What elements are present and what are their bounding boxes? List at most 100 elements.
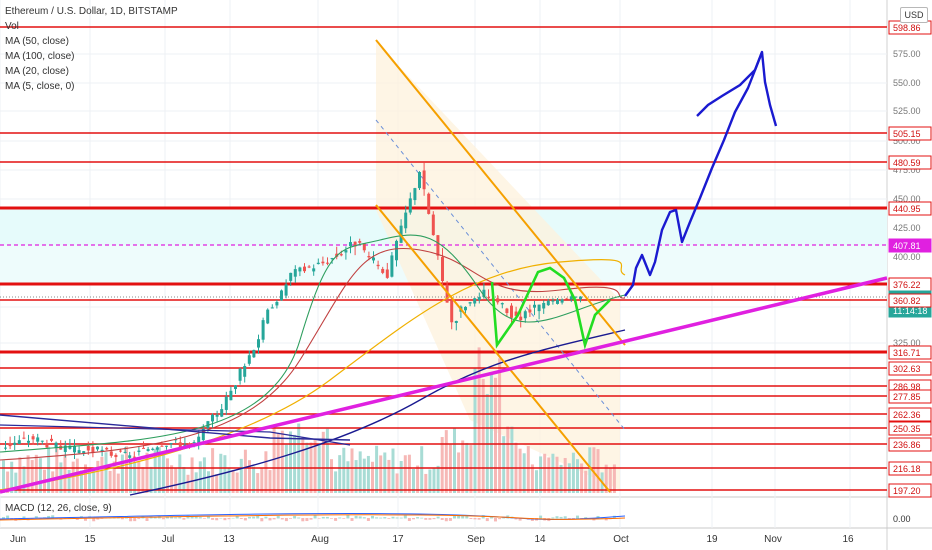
macd-bar	[391, 516, 395, 519]
candle-body	[224, 396, 228, 410]
macd-bar	[453, 515, 456, 519]
candle-body	[413, 188, 417, 201]
price-badge	[888, 407, 932, 422]
candle-body	[13, 442, 17, 445]
candle-body	[344, 250, 348, 253]
macd-bar	[424, 518, 428, 520]
volume-bar	[584, 470, 588, 493]
candle-body	[178, 442, 182, 448]
macd-bar	[448, 518, 452, 521]
volume-bar	[157, 447, 161, 493]
candle-body	[293, 269, 297, 277]
legend-item-ma100[interactable]: MA (100, close)	[5, 51, 75, 62]
candle-body	[556, 299, 559, 304]
price-badge-label: 480.59	[893, 158, 921, 168]
candle-body	[436, 235, 440, 256]
volume-bar	[256, 473, 260, 493]
legend-item-vol[interactable]: Vol	[5, 21, 19, 32]
candle-body	[280, 290, 283, 301]
candle-body	[349, 242, 352, 247]
volume-bar	[120, 454, 124, 493]
macd-bar	[305, 518, 309, 522]
candle-body	[234, 385, 237, 390]
volume-bar	[207, 471, 210, 493]
macd-bar	[387, 518, 391, 519]
price-badge-label: 598.86	[893, 23, 921, 33]
candle-body	[450, 300, 454, 323]
macd-bar	[239, 518, 243, 520]
volume-bar	[379, 455, 383, 493]
candle-body	[252, 349, 256, 358]
candle-body	[188, 443, 191, 445]
macd-bar	[477, 518, 481, 520]
macd-histogram	[2, 515, 616, 522]
candle-body	[201, 428, 205, 441]
macd-bar	[256, 515, 260, 519]
macd-bar	[248, 516, 251, 519]
legend-item-ma50[interactable]: MA (50, close)	[5, 36, 69, 47]
macd-signal-line	[0, 514, 626, 521]
price-tick-label: 425.00	[893, 223, 921, 233]
currency-badge[interactable]: USD	[900, 7, 928, 23]
volume-bar	[424, 473, 428, 493]
macd-bar	[219, 517, 223, 519]
volume-bar	[461, 440, 465, 493]
candle-body	[579, 296, 582, 300]
volume-bar	[588, 447, 592, 493]
volume-bar	[231, 469, 235, 493]
macd-label[interactable]: MACD (12, 26, close, 9)	[5, 503, 112, 514]
candle-body	[4, 447, 7, 449]
macd-bar	[182, 518, 186, 520]
volume-bar	[22, 466, 26, 493]
candle-body	[473, 298, 477, 304]
price-badge	[888, 155, 932, 170]
candlesticks	[4, 162, 582, 464]
candle-body	[100, 449, 104, 452]
macd-bar	[514, 518, 518, 520]
macd-bar	[489, 516, 493, 519]
legend-item-ma5[interactable]: MA (5, close, 0)	[5, 81, 75, 92]
x-tick-label: 15	[84, 534, 96, 545]
x-tick-label: Nov	[764, 534, 782, 545]
price-badge	[888, 461, 932, 476]
price-badge	[888, 293, 932, 308]
candle-body	[464, 306, 467, 311]
candle-body	[404, 212, 408, 229]
candle-body	[565, 298, 569, 300]
candle-body	[220, 409, 224, 417]
candle-body	[91, 446, 95, 454]
candle-body	[27, 440, 30, 443]
ma50-line	[0, 259, 626, 491]
volume-bar	[494, 377, 497, 493]
candle-body	[381, 268, 385, 273]
macd-bar	[473, 518, 477, 520]
macd-bar	[153, 517, 157, 519]
macd-bar	[379, 517, 383, 519]
candle-body	[114, 454, 118, 458]
volume-bar	[178, 454, 182, 493]
volume-bar	[293, 434, 297, 493]
volume-bar	[145, 452, 149, 493]
volume-bar	[576, 459, 579, 493]
macd-bar	[432, 518, 436, 520]
macd-bar	[436, 516, 440, 519]
candle-body	[206, 421, 210, 428]
volume-bar	[125, 446, 128, 493]
volume-bar	[268, 470, 272, 493]
macd-bar	[571, 518, 575, 520]
candle-body	[551, 300, 555, 302]
macd-bar	[178, 516, 182, 519]
volume-bar	[170, 465, 174, 493]
price-badge-label: 250.35	[893, 424, 921, 434]
price-tick-label: 500.00	[893, 136, 921, 146]
macd-bar	[596, 515, 600, 519]
x-tick-label: 19	[706, 534, 718, 545]
volume-bar	[436, 465, 440, 493]
legend-item-ma20[interactable]: MA (20, close)	[5, 66, 69, 77]
macd-bar	[567, 518, 571, 520]
macd-bar	[22, 516, 26, 519]
candle-body	[546, 300, 550, 306]
macd-bar	[334, 518, 338, 521]
candle-body	[155, 447, 159, 450]
